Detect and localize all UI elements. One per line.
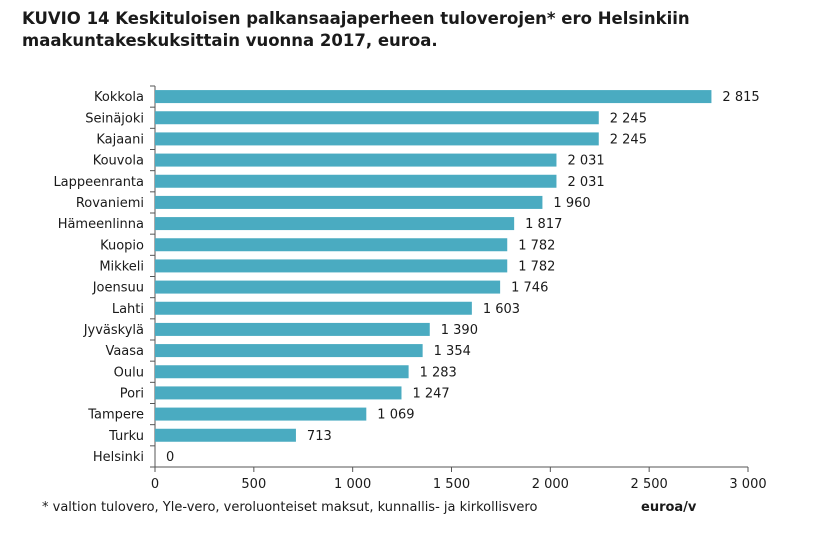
value-label: 1 390 <box>441 323 478 338</box>
value-label: 1 354 <box>434 344 471 359</box>
value-label: 1 283 <box>420 365 457 380</box>
value-label: 1 603 <box>483 302 520 317</box>
category-label: Oulu <box>114 365 144 380</box>
value-label: 1 247 <box>412 386 449 401</box>
x-tick-label: 2 000 <box>532 477 569 492</box>
bar <box>155 132 599 146</box>
bar <box>155 301 472 315</box>
value-label: 1 960 <box>553 196 590 211</box>
bar <box>155 344 423 358</box>
bar <box>155 386 402 400</box>
category-label: Helsinki <box>93 450 144 465</box>
x-tick-label: 3 000 <box>729 477 766 492</box>
footnote: * valtion tulovero, Yle-vero, veroluonte… <box>42 500 538 515</box>
value-label: 1 782 <box>518 259 555 274</box>
category-label: Lahti <box>112 302 144 317</box>
x-tick-label: 2 500 <box>631 477 668 492</box>
value-label: 2 245 <box>610 132 647 147</box>
value-label: 1 746 <box>511 281 548 296</box>
category-label: Kouvola <box>93 154 144 169</box>
x-tick-label: 1 500 <box>433 477 470 492</box>
category-label: Rovaniemi <box>76 196 144 211</box>
bar <box>155 153 557 167</box>
value-label: 2 245 <box>610 111 647 126</box>
value-label: 1 069 <box>377 408 414 423</box>
category-label: Jyväskylä <box>83 323 144 338</box>
category-label: Tampere <box>87 408 144 423</box>
x-tick-label: 0 <box>151 477 159 492</box>
bar <box>155 90 712 104</box>
category-label: Vaasa <box>105 344 144 359</box>
bar <box>155 365 409 379</box>
value-label: 2 031 <box>567 154 604 169</box>
value-label: 713 <box>307 429 332 444</box>
bar <box>155 322 430 336</box>
bar <box>155 280 501 294</box>
category-label: Mikkeli <box>99 259 144 274</box>
category-label: Hämeenlinna <box>58 217 144 232</box>
value-label: 1 782 <box>518 238 555 253</box>
category-label: Lappeenranta <box>53 175 144 190</box>
category-label: Seinäjoki <box>85 111 144 126</box>
x-axis-label: euroa/v <box>641 500 697 515</box>
bar <box>155 238 508 252</box>
bar <box>155 217 515 231</box>
value-label: 0 <box>166 450 174 465</box>
category-label: Kokkola <box>94 90 144 105</box>
bar <box>155 259 508 273</box>
bar <box>155 407 367 421</box>
value-label: 2 815 <box>722 90 759 105</box>
bar <box>155 428 296 442</box>
category-label: Pori <box>120 386 144 401</box>
category-label: Kuopio <box>100 238 144 253</box>
bar <box>155 174 557 188</box>
bar <box>155 195 543 209</box>
category-label: Turku <box>108 429 144 444</box>
category-label: Joensuu <box>92 281 144 296</box>
category-label: Kajaani <box>96 132 144 147</box>
x-tick-label: 1 000 <box>334 477 371 492</box>
bar <box>155 111 599 125</box>
chart-title: KUVIO 14 Keskituloisen palkansaajaperhee… <box>22 9 690 50</box>
x-tick-label: 500 <box>241 477 266 492</box>
value-label: 1 817 <box>525 217 562 232</box>
value-label: 2 031 <box>567 175 604 190</box>
